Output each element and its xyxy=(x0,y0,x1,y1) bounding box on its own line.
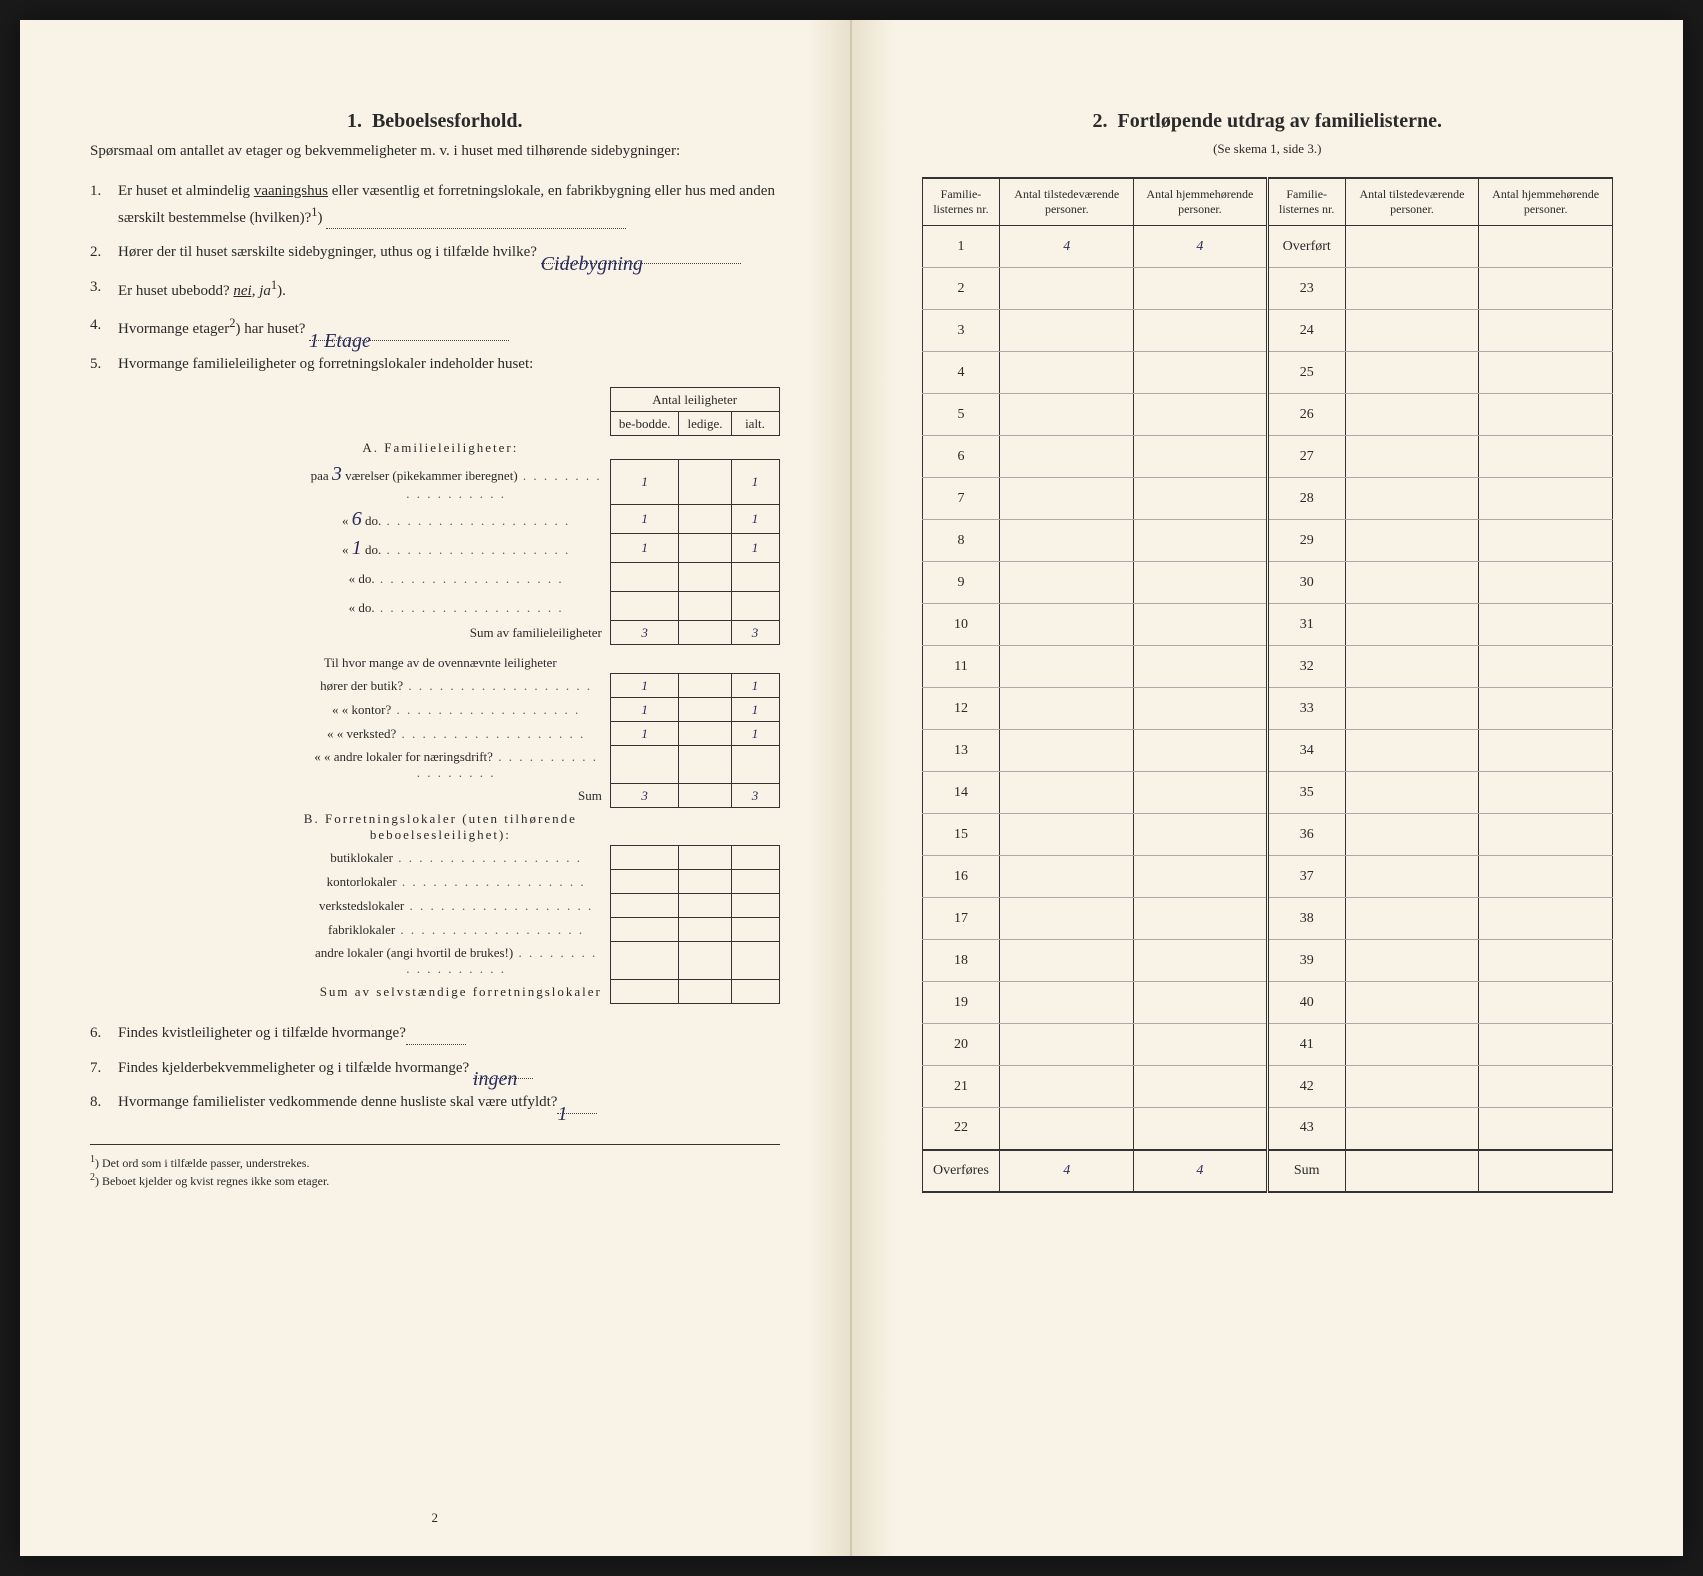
table-row: verkstedslokaler xyxy=(270,894,779,918)
question-list-2: 6. Findes kvistleiligheter og i tilfælde… xyxy=(90,1022,780,1114)
section-2-title: 2. Fortløpende utdrag av familielisterne… xyxy=(922,110,1614,133)
table-row: 1435 xyxy=(922,772,1613,814)
table-row: « « kontor? 11 xyxy=(270,698,779,722)
table-row: 1738 xyxy=(922,898,1613,940)
section-2-subtitle: (Se skema 1, side 3.) xyxy=(922,141,1614,157)
table-row: fabriklokaler xyxy=(270,918,779,942)
book-spread: 1. Beboelsesforhold. Spørsmaal om antall… xyxy=(20,20,1683,1556)
sum-b-row: Sum av selvstændige forretningslokaler xyxy=(270,980,779,1004)
right-page: 2. Fortløpende utdrag av familielisterne… xyxy=(852,20,1684,1556)
table-row: 930 xyxy=(922,562,1613,604)
table-row: hører der butik? 11 xyxy=(270,674,779,698)
table-row: « « andre lokaler for næringsdrift? xyxy=(270,746,779,784)
table-row: « do. xyxy=(270,592,779,621)
table-row: 627 xyxy=(922,436,1613,478)
table-row: 1031 xyxy=(922,604,1613,646)
page-number: 2 xyxy=(432,1510,439,1526)
table-row: 425 xyxy=(922,352,1613,394)
table-row: 2142 xyxy=(922,1066,1613,1108)
table-row: 1637 xyxy=(922,856,1613,898)
sum-a-row: Sum av familieleiligheter 3 3 xyxy=(270,621,779,645)
table-row: 324 xyxy=(922,310,1613,352)
table-row: « 6 do. 11 xyxy=(270,505,779,534)
question-list: 1. Er huset et almindelig vaaningshus el… xyxy=(90,180,780,375)
intro-text: Spørsmaal om antallet av etager og bekve… xyxy=(90,141,780,162)
question-1: 1. Er huset et almindelig vaaningshus el… xyxy=(90,180,780,229)
table-row: 223 xyxy=(922,268,1613,310)
footnotes: 1) Det ord som i tilfælde passer, unders… xyxy=(90,1144,780,1191)
table-row: 526 xyxy=(922,394,1613,436)
question-7: 7. Findes kjelderbekvemmeligheter og i t… xyxy=(90,1057,780,1080)
table-row: 144Overført xyxy=(922,226,1613,268)
table-row: kontorlokaler xyxy=(270,870,779,894)
table-row: 2243 xyxy=(922,1108,1613,1150)
table-row: « « verksted? 11 xyxy=(270,722,779,746)
question-5: 5. Hvormange familieleiligheter og forre… xyxy=(90,353,780,376)
table-row: 1839 xyxy=(922,940,1613,982)
question-4: 4. Hvormange etager2) har huset? 1 Etage xyxy=(90,314,780,341)
table-row: « do. xyxy=(270,563,779,592)
table-row: 1334 xyxy=(922,730,1613,772)
table-row: andre lokaler (angi hvortil de brukes!) xyxy=(270,942,779,980)
table-row: 2041 xyxy=(922,1024,1613,1066)
table-row: 728 xyxy=(922,478,1613,520)
sum-mid-row: Sum 3 3 xyxy=(270,784,779,808)
section-1-title: 1. Beboelsesforhold. xyxy=(90,110,780,133)
table-row: butiklokaler xyxy=(270,846,779,870)
table-row: 1536 xyxy=(922,814,1613,856)
overfores-row: Overføres 4 4 Sum xyxy=(922,1150,1613,1192)
question-8: 8. Hvormange familielister vedkommende d… xyxy=(90,1091,780,1114)
table-row: « 1 do. 11 xyxy=(270,534,779,563)
table-row: 1233 xyxy=(922,688,1613,730)
table-row: 1132 xyxy=(922,646,1613,688)
question-3: 3. Er huset ubebodd? nei, ja1). xyxy=(90,276,780,303)
leiligheter-table: Antal leiligheter be-bodde. ledige. ialt… xyxy=(270,387,779,1004)
question-2: 2. Hører der til huset særskilte sidebyg… xyxy=(90,241,780,264)
left-page: 1. Beboelsesforhold. Spørsmaal om antall… xyxy=(20,20,852,1556)
table-row: 1940 xyxy=(922,982,1613,1024)
table-row: paa 3 værelser (pikekammer iberegnet) 11 xyxy=(270,460,779,505)
question-6: 6. Findes kvistleiligheter og i tilfælde… xyxy=(90,1022,780,1045)
table-row: 829 xyxy=(922,520,1613,562)
familieliste-table: Familie-listernes nr. Antal tilstedevære… xyxy=(922,177,1614,1193)
